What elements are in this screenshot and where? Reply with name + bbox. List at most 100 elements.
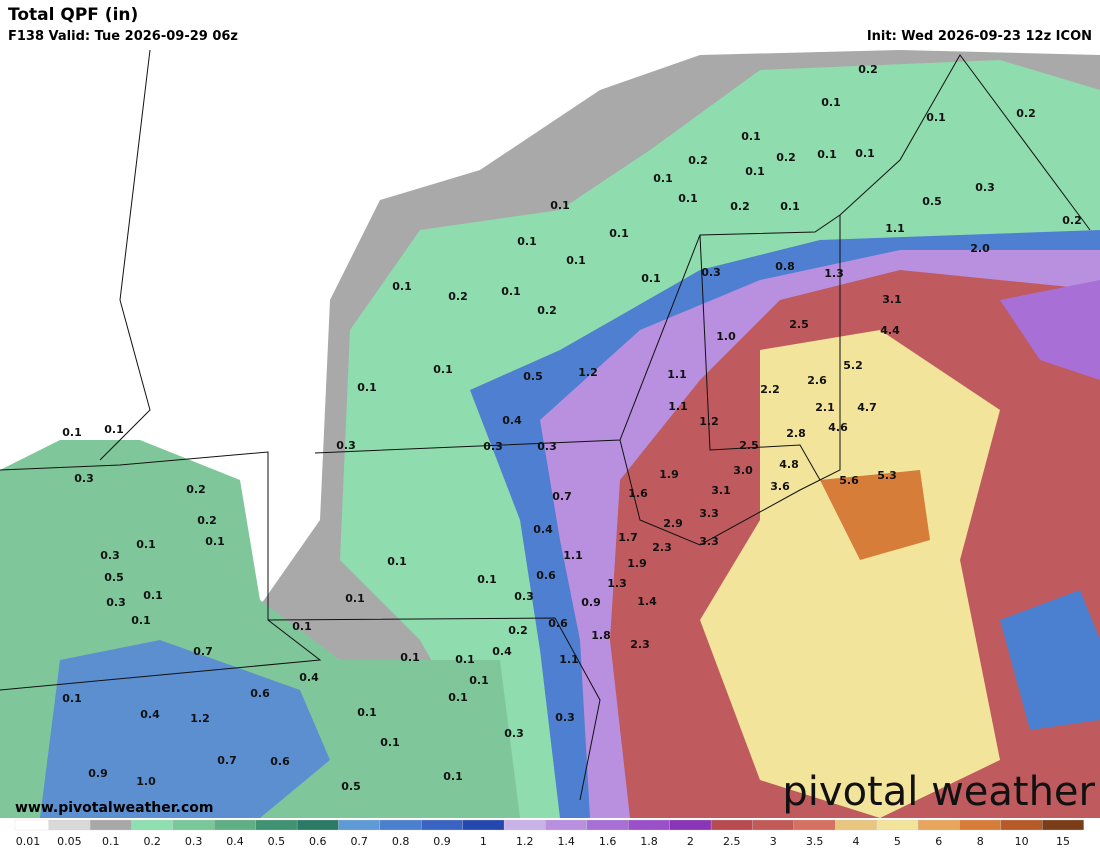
- colorbar-swatch: [296, 819, 339, 831]
- map-label: 0.4: [492, 645, 512, 658]
- init-time: Init: Wed 2026-09-23 12z ICON: [867, 29, 1092, 44]
- colorbar-label: 2.5: [723, 835, 741, 848]
- map-label: 0.3: [514, 590, 534, 603]
- colorbar-label: 1.4: [557, 835, 575, 848]
- map-label: 0.1: [455, 653, 475, 666]
- colorbar-swatch: [462, 819, 505, 831]
- colorbar-label: 15: [1056, 835, 1070, 848]
- map-label: 3.6: [770, 480, 790, 493]
- map-label: 0.1: [448, 691, 468, 704]
- map-label: 4.8: [779, 458, 799, 471]
- map-label: 0.1: [517, 235, 537, 248]
- map-label: 0.1: [817, 148, 837, 161]
- map-label: 1.1: [563, 549, 583, 562]
- map-label: 0.6: [270, 755, 290, 768]
- map-label: 0.1: [821, 96, 841, 109]
- colorbar-label: 8: [977, 835, 984, 848]
- map-label: 0.2: [508, 624, 528, 637]
- map-label: 0.1: [387, 555, 407, 568]
- map-label: 1.2: [699, 415, 719, 428]
- map-label: 2.1: [815, 401, 835, 414]
- map-label: 0.1: [477, 573, 497, 586]
- map-label: 1.1: [668, 400, 688, 413]
- logo: pivotal weather: [782, 769, 1095, 815]
- map-label: 1.1: [559, 653, 579, 666]
- colorbar-label: 1.6: [599, 835, 617, 848]
- map-label: 0.9: [88, 767, 108, 780]
- colorbar-swatch: [628, 819, 670, 831]
- colorbar-label: 2: [687, 835, 694, 848]
- map-label: 1.9: [659, 468, 679, 481]
- map-label: 0.3: [74, 472, 94, 485]
- map-label: 5.3: [877, 469, 897, 482]
- map-label: 1.0: [716, 330, 736, 343]
- map-label: 0.8: [775, 260, 795, 273]
- map-label: 3.3: [699, 507, 719, 520]
- colorbar-swatch: [1000, 819, 1043, 831]
- map-label: 1.4: [637, 595, 657, 608]
- map-label: 0.1: [566, 254, 586, 267]
- map-label: 2.3: [652, 541, 672, 554]
- map-label: 0.1: [501, 285, 521, 298]
- map-label: 0.3: [555, 711, 575, 724]
- colorbar-swatch: [172, 819, 215, 831]
- map-label: 0.1: [205, 535, 225, 548]
- map-label: 0.1: [345, 592, 365, 605]
- map-label: 0.1: [357, 381, 377, 394]
- map-label: 0.1: [292, 620, 312, 633]
- map-label: 2.5: [789, 318, 809, 331]
- map-label: 0.1: [380, 736, 400, 749]
- colorbar-label: 1.8: [640, 835, 658, 848]
- website: www.pivotalweather.com: [15, 800, 214, 816]
- map-label: 2.0: [970, 242, 990, 255]
- map-label: 0.1: [741, 130, 761, 143]
- map-label: 1.0: [136, 775, 156, 788]
- map-label: 0.1: [357, 706, 377, 719]
- map-label: 1.2: [578, 366, 598, 379]
- map-label: 0.3: [336, 439, 356, 452]
- colorbar-swatch: [545, 819, 588, 831]
- map-label: 0.1: [136, 538, 156, 551]
- map-label: 0.2: [730, 200, 750, 213]
- colorbar-swatch: [338, 819, 381, 831]
- colorbar-swatch: [14, 819, 49, 831]
- map-label: 0.1: [609, 227, 629, 240]
- colorbar-label: 4: [853, 835, 860, 848]
- map-label: 0.9: [581, 596, 601, 609]
- state-borders: [0, 49, 1091, 801]
- map-label: 2.8: [786, 427, 806, 440]
- map-label: 0.1: [131, 614, 151, 627]
- map-label: 1.9: [627, 557, 647, 570]
- map-label: 0.1: [678, 192, 698, 205]
- map-label: 0.1: [780, 200, 800, 213]
- map-label: 0.1: [745, 165, 765, 178]
- colorbar-label: 0.6: [309, 835, 327, 848]
- colorbar-label: 0.3: [185, 835, 203, 848]
- colorbar-label: 0.1: [102, 835, 120, 848]
- map-label: 0.1: [550, 199, 570, 212]
- map-label: 0.1: [926, 111, 946, 124]
- map-label: 0.2: [1016, 107, 1036, 120]
- precip-field: [0, 46, 1100, 818]
- colorbar-label: 1.2: [516, 835, 534, 848]
- map-label: 2.3: [630, 638, 650, 651]
- colorbar-swatch: [752, 819, 795, 831]
- map-label: 0.2: [197, 514, 217, 527]
- map-label: 0.2: [186, 483, 206, 496]
- map-label: 0.1: [400, 651, 420, 664]
- map-label: 0.5: [922, 195, 942, 208]
- map-label: 5.2: [843, 359, 863, 372]
- colorbar-swatch: [835, 819, 877, 831]
- map-label: 0.6: [548, 617, 568, 630]
- map-label: 0.1: [469, 674, 489, 687]
- map-label: 0.2: [1062, 214, 1082, 227]
- map-label: 4.4: [880, 324, 900, 337]
- map-label: 0.2: [776, 151, 796, 164]
- colorbar-swatch: [917, 819, 960, 831]
- map-label: 3.0: [733, 464, 753, 477]
- map-label: 0.4: [533, 523, 553, 536]
- colorbar-label: 0.01: [16, 835, 41, 848]
- valid-time: F138 Valid: Tue 2026-09-29 06z: [8, 29, 238, 44]
- map-label: 0.1: [433, 363, 453, 376]
